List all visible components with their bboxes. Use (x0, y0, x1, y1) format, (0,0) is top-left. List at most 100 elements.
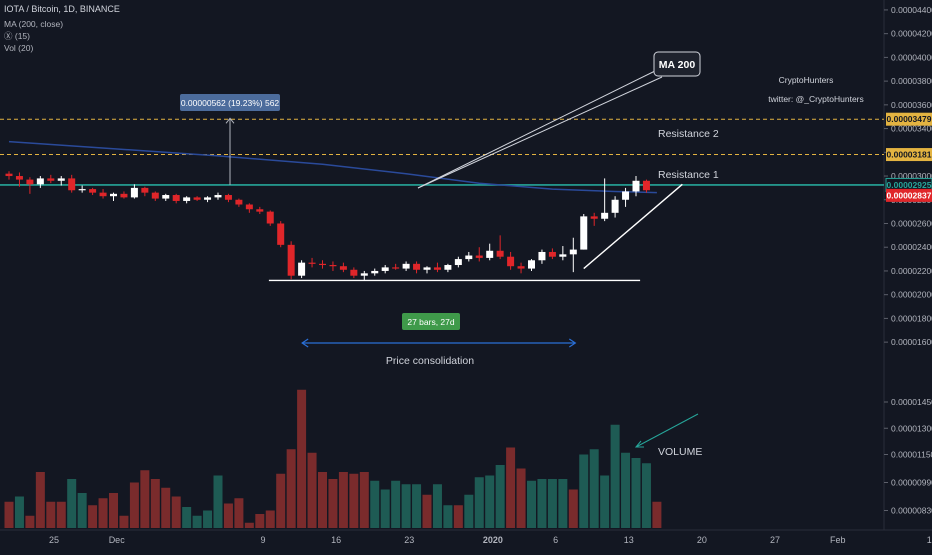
resistance-1-label: Resistance 1 (658, 169, 719, 181)
bars-range-label-box (402, 313, 460, 330)
candle-body (99, 192, 107, 197)
volume-bar (129, 482, 139, 528)
candle-body (465, 255, 473, 260)
price-tick-label: 0.00003600 (891, 100, 932, 110)
candle-body (235, 199, 243, 205)
time-tick-label: 13 (624, 535, 634, 545)
candle-body (151, 192, 159, 199)
price-tick-label: 0.00003800 (891, 76, 932, 86)
price-tick-label: 0.00004200 (891, 29, 932, 39)
ma-callout-pointer-edge (417, 76, 663, 189)
candle-body (162, 195, 170, 199)
candle-body (517, 266, 525, 269)
candle-body (528, 260, 535, 269)
bars-range-label: 27 bars, 27d (407, 317, 455, 327)
candle-body (47, 178, 55, 181)
price-tick-label: 0.00003000 (891, 171, 932, 181)
symbol-title: IOTA / Bitcoin, 1D, BINANCE (4, 4, 120, 14)
candle-body (36, 178, 44, 185)
volume-bar (412, 484, 422, 528)
price-tag-label: 0.00003181 (887, 150, 932, 160)
volume-arrow-head (634, 440, 644, 448)
time-tick-label: 2020 (483, 535, 503, 545)
volume-bar (359, 472, 369, 528)
candle-body (224, 195, 232, 200)
volume-bar (464, 494, 474, 528)
volume-bar (328, 479, 338, 528)
volume-tick-label: 0.00001150 (891, 450, 932, 460)
volume-bar (56, 501, 66, 528)
volume-bar (213, 475, 223, 528)
candle-body (266, 211, 274, 224)
volume-bar (495, 465, 505, 528)
candles (5, 171, 650, 281)
candle-body (245, 204, 253, 210)
volume-bar (234, 498, 244, 528)
volume-tick-label: 0.00000990 (891, 478, 932, 488)
drawings: 0.00000562 (19.23%) 562 27 bars, 27d (180, 94, 683, 348)
ma-200-line (8, 140, 657, 194)
candle-body (642, 180, 650, 191)
candle-body (120, 193, 128, 198)
volume-bar (600, 475, 610, 528)
candle-body (183, 197, 191, 201)
price-tick-label: 0.00004400 (891, 5, 932, 15)
volume-bar (265, 510, 275, 528)
indicator-legend-item: Ⓧ (15) (4, 31, 30, 41)
ma-callout-box (653, 51, 701, 77)
candle-body (57, 178, 65, 181)
measure-label: 0.00000562 (19.23%) 562 (181, 98, 280, 108)
candle-body (287, 244, 295, 276)
volume-bar (516, 468, 526, 528)
time-tick-label: 9 (260, 535, 265, 545)
volume-bar (25, 515, 35, 528)
price-tag-box (886, 112, 932, 126)
volume-bar (432, 484, 442, 528)
candle-body (601, 212, 609, 219)
volume-bar (67, 479, 77, 528)
volume-bar (88, 505, 98, 528)
volume-bar (161, 487, 171, 528)
candle-body (68, 178, 76, 191)
volume-bar (641, 463, 651, 528)
time-tick-label: 20 (697, 535, 707, 545)
price-tick-label: 0.00002400 (891, 242, 932, 252)
annotations: MA 200 Resistance 2 Resistance 1 Price cons… (4, 4, 864, 458)
volume-bar (547, 479, 557, 528)
indicator-legend-item: MA (200, close) (4, 19, 63, 29)
volume-bar (140, 470, 150, 528)
volume-bar (109, 493, 118, 528)
candle-body (308, 262, 316, 264)
candle-body (454, 259, 462, 266)
volume-bar (203, 510, 213, 528)
volume-bar (35, 472, 45, 528)
volume-bar (621, 452, 631, 528)
volume-bar (537, 479, 547, 528)
volume-bar (276, 473, 286, 528)
candle-body (110, 193, 117, 197)
volume-bar (558, 479, 568, 528)
volume-bar (568, 489, 578, 528)
candle-body (548, 251, 556, 257)
volume-bar (223, 503, 233, 528)
volume-bar (610, 424, 620, 528)
candle-body (298, 262, 306, 276)
time-tick-label: Dec (109, 535, 126, 545)
price-tag-label: 0.00003479 (887, 114, 932, 124)
candle-body (26, 179, 34, 185)
ma-200-path (8, 140, 657, 194)
candle-body (569, 249, 577, 255)
candle-body (507, 256, 515, 267)
measure-arrow-head (225, 117, 235, 124)
price-tick-label: 0.00002200 (891, 266, 932, 276)
indicator-legend-item: Vol (20) (4, 43, 33, 53)
volume-bar (150, 479, 160, 528)
candle-body (475, 255, 483, 258)
volume-bar (307, 452, 317, 528)
volume-bar (77, 493, 87, 528)
volume-bar (98, 498, 108, 528)
candle-body (580, 216, 588, 250)
candle-body (89, 189, 97, 193)
